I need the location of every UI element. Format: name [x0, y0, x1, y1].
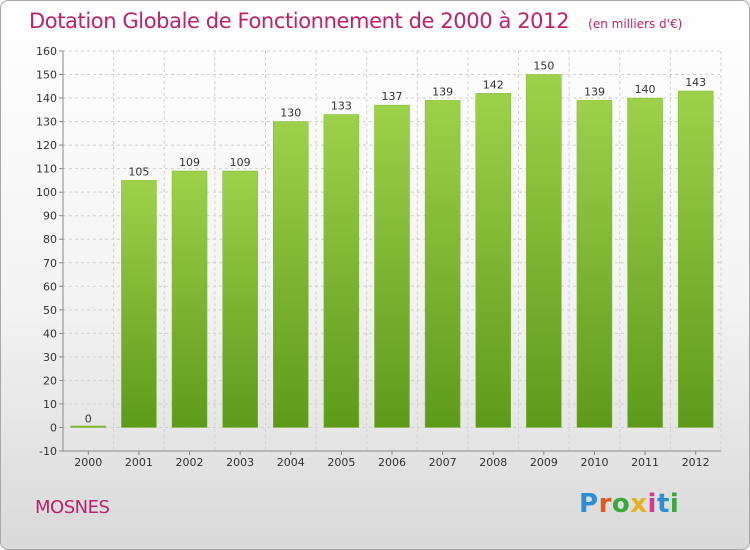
logo-letter: i: [669, 489, 680, 519]
y-tick-label: 150: [36, 69, 57, 82]
y-tick-label: 130: [36, 116, 57, 129]
logo-letter: P: [579, 489, 599, 519]
x-tick-label: 2008: [479, 456, 507, 469]
y-tick-label: 90: [43, 210, 57, 223]
y-tick-label: 140: [36, 92, 57, 105]
labels: -10 0 10 20 30 40 50 60 70 80 90 100 110 120 130 140 150…: [36, 45, 710, 469]
bar-value-label: 143: [685, 76, 706, 89]
bar-value-label: 133: [331, 100, 352, 113]
bar-value-label: 130: [280, 107, 301, 120]
x-tick-label: 2006: [378, 456, 406, 469]
bar-value-label: 142: [483, 78, 504, 91]
bar-value-label: 139: [432, 85, 453, 98]
bars: [70, 74, 714, 428]
logo-letter: x: [630, 489, 648, 519]
x-tick-label: 2005: [327, 456, 355, 469]
y-tick-label: 120: [36, 139, 57, 152]
y-tick-label: 110: [36, 163, 57, 176]
bar-value-label: 109: [179, 156, 200, 169]
y-tick-label: 0: [50, 421, 57, 434]
bar: [121, 180, 157, 428]
y-tick-label: 70: [43, 257, 57, 270]
bar-value-label: 105: [128, 165, 149, 178]
title-row: Dotation Globale de Fonctionnement de 20…: [29, 9, 682, 33]
x-tick-label: 2002: [176, 456, 204, 469]
bar-value-label: 109: [230, 156, 251, 169]
logo-letter: t: [656, 489, 670, 519]
bar-value-label: 137: [382, 90, 403, 103]
chart-unit: (en milliers d'€): [588, 17, 683, 31]
x-tick-label: 2001: [125, 456, 153, 469]
bar-value-label: 0: [85, 412, 92, 425]
x-tick-label: 2010: [580, 456, 608, 469]
y-tick-label: -10: [39, 445, 57, 458]
bar: [222, 170, 258, 428]
bar: [526, 74, 562, 428]
proxiti-logo[interactable]: Proxiti: [579, 489, 679, 519]
logo-letter: i: [647, 489, 657, 519]
bar: [424, 100, 461, 428]
y-tick-label: 20: [43, 374, 57, 387]
bar: [475, 93, 511, 428]
x-tick-label: 2011: [631, 456, 659, 469]
y-tick-label: 50: [43, 304, 57, 317]
y-tick-label: 60: [43, 280, 57, 293]
y-tick-label: 40: [43, 327, 57, 340]
bar: [323, 114, 360, 428]
place-name: MOSNES: [35, 497, 110, 518]
x-tick-label: 2004: [277, 456, 305, 469]
bar-value-label: 139: [584, 85, 605, 98]
bar: [273, 121, 309, 428]
bar: [70, 425, 107, 428]
chart-title: Dotation Globale de Fonctionnement de 20…: [29, 9, 570, 33]
bar-value-label: 150: [533, 60, 554, 73]
bar: [627, 97, 663, 428]
logo-letter: r: [598, 489, 612, 519]
x-tick-label: 2012: [682, 456, 710, 469]
logo-letter: o: [611, 489, 631, 519]
y-tick-label: 10: [43, 398, 57, 411]
axes: [59, 50, 721, 455]
bar: [374, 104, 410, 428]
bar: [576, 100, 613, 428]
bar: [677, 90, 714, 428]
x-tick-label: 2007: [429, 456, 457, 469]
x-tick-label: 2003: [226, 456, 254, 469]
x-tick-label: 2000: [74, 456, 102, 469]
bar: [171, 170, 208, 428]
y-tick-label: 30: [43, 351, 57, 364]
y-tick-label: 100: [36, 186, 57, 199]
y-tick-label: 160: [36, 45, 57, 58]
y-tick-label: 80: [43, 233, 57, 246]
bar-value-label: 140: [635, 83, 656, 96]
x-tick-label: 2009: [530, 456, 558, 469]
